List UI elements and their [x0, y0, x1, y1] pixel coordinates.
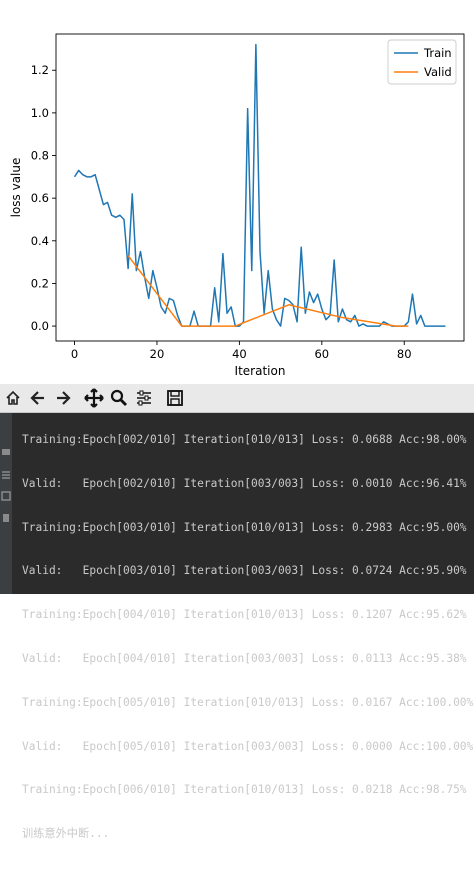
console-gutter-icon[interactable]	[1, 513, 11, 523]
x-tick-label: 80	[397, 347, 412, 361]
series-line-valid	[127, 255, 409, 327]
y-tick-label: 0.8	[31, 149, 49, 163]
configure-subplots-icon	[137, 390, 151, 406]
x-tick-label: 60	[314, 347, 329, 361]
forward-arrow-icon	[57, 391, 71, 405]
chart-svg: 0 20 40 60 80 0.0 0.2 0.4 0.6 0.8 1.0 1.2 Iteration l…	[9, 33, 465, 378]
series-line-train	[73, 43, 446, 327]
console-line: Valid: Epoch[003/010] Iteration[003/003]…	[22, 564, 467, 578]
home-icon	[6, 390, 20, 405]
console-line: Valid: Epoch[004/010] Iteration[003/003]…	[22, 651, 467, 665]
console-gutter-icon[interactable]	[1, 491, 11, 501]
pan-button[interactable]	[82, 386, 106, 410]
zoom-button[interactable]	[107, 386, 131, 410]
x-tick-label: 40	[232, 347, 247, 361]
legend-label-valid: Valid	[424, 65, 452, 79]
console-line: Valid: Epoch[002/010] Iteration[003/003]…	[22, 476, 467, 490]
console-line: Training:Epoch[006/010] Iteration[010/01…	[22, 783, 467, 797]
y-tick-label: 1.0	[31, 106, 49, 120]
save-button[interactable]	[163, 386, 187, 410]
loss-chart: 0 20 40 60 80 0.0 0.2 0.4 0.6 0.8 1.0 1.2 Iteration l…	[0, 0, 474, 384]
back-button[interactable]	[26, 386, 50, 410]
console-output: Training:Epoch[002/010] Iteration[010/01…	[22, 405, 474, 869]
x-axis-label: Iteration	[235, 364, 286, 378]
console-line: Valid: Epoch[005/010] Iteration[003/003]…	[22, 739, 474, 753]
x-tick-label: 0	[71, 347, 78, 361]
console-gutter-icon[interactable]	[1, 447, 11, 457]
y-tick-label: 0.6	[31, 191, 49, 205]
x-tick-label: 20	[150, 347, 165, 361]
zoom-icon	[110, 389, 127, 406]
legend-box	[387, 39, 457, 85]
y-tick-label: 0.2	[31, 276, 49, 290]
axes-frame	[55, 33, 465, 342]
y-tick-label: 1.2	[31, 63, 49, 77]
back-arrow-icon	[30, 391, 44, 405]
console-line: Training:Epoch[004/010] Iteration[010/01…	[22, 608, 467, 622]
plot-toolbar	[0, 384, 474, 413]
legend-label-train: Train	[423, 46, 452, 60]
y-tick-label: 0.4	[31, 234, 49, 248]
console-gutter	[0, 413, 12, 594]
console-panel: Training:Epoch[002/010] Iteration[010/01…	[0, 413, 474, 840]
home-button[interactable]	[1, 386, 25, 410]
console-line: Training:Epoch[002/010] Iteration[010/01…	[22, 433, 467, 446]
console-gutter-icon[interactable]	[1, 469, 11, 479]
forward-button[interactable]	[51, 386, 75, 410]
console-line: Training:Epoch[003/010] Iteration[010/01…	[22, 520, 467, 534]
console-line: 训练意外中断...	[22, 827, 110, 841]
y-axis-label: loss value	[9, 158, 23, 218]
save-icon	[167, 390, 183, 406]
configure-subplots-button[interactable]	[132, 386, 156, 410]
y-tick-label: 0.0	[31, 319, 49, 333]
pan-icon	[84, 388, 104, 408]
console-line: Training:Epoch[005/010] Iteration[010/01…	[22, 695, 474, 709]
